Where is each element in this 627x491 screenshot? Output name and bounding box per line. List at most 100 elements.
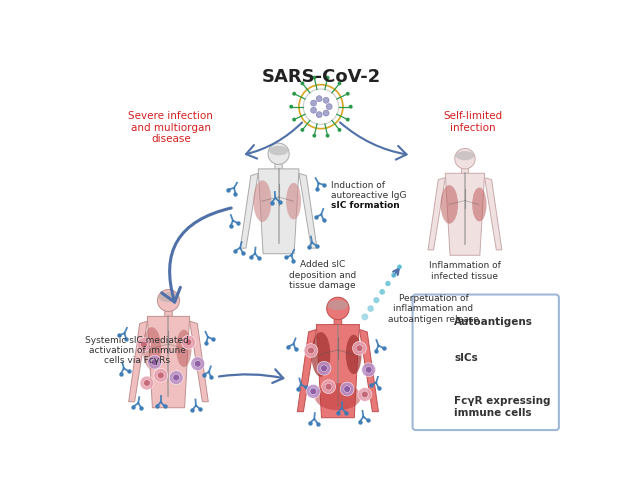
Text: Induction of: Induction of <box>331 181 385 191</box>
Circle shape <box>300 128 304 132</box>
Circle shape <box>292 118 296 121</box>
Circle shape <box>310 100 317 106</box>
Circle shape <box>323 97 329 103</box>
Circle shape <box>304 344 318 357</box>
Text: autoreactive IgG: autoreactive IgG <box>331 191 406 200</box>
Circle shape <box>440 407 448 414</box>
Circle shape <box>423 322 430 329</box>
Ellipse shape <box>253 180 271 222</box>
FancyBboxPatch shape <box>275 163 282 170</box>
Polygon shape <box>240 173 258 248</box>
Polygon shape <box>317 325 359 418</box>
Circle shape <box>358 387 372 401</box>
Circle shape <box>385 281 391 286</box>
Circle shape <box>362 391 368 398</box>
Text: sIC formation: sIC formation <box>331 201 400 210</box>
Circle shape <box>325 134 330 137</box>
Ellipse shape <box>176 330 192 367</box>
Text: Severe infection
and multiorgan
disease: Severe infection and multiorgan disease <box>129 111 213 144</box>
Polygon shape <box>129 321 147 402</box>
Circle shape <box>433 397 448 412</box>
Circle shape <box>140 376 154 390</box>
Circle shape <box>391 273 396 278</box>
Circle shape <box>337 82 342 85</box>
Text: Perpetuation of
inflammation and
autoantigen release: Perpetuation of inflammation and autoant… <box>388 294 479 324</box>
Ellipse shape <box>315 383 361 410</box>
Circle shape <box>182 335 196 349</box>
Ellipse shape <box>441 185 458 224</box>
Ellipse shape <box>472 188 487 221</box>
Circle shape <box>366 366 372 373</box>
Ellipse shape <box>312 332 330 377</box>
Circle shape <box>432 309 439 317</box>
Circle shape <box>191 357 204 371</box>
Circle shape <box>436 401 444 409</box>
Circle shape <box>337 128 342 132</box>
Polygon shape <box>359 329 379 411</box>
Circle shape <box>140 341 147 348</box>
FancyArrowPatch shape <box>162 208 231 302</box>
Circle shape <box>344 386 350 392</box>
Circle shape <box>300 82 304 85</box>
Circle shape <box>316 111 322 118</box>
FancyBboxPatch shape <box>165 310 172 317</box>
Ellipse shape <box>286 183 301 219</box>
Circle shape <box>144 380 150 386</box>
Circle shape <box>326 104 332 109</box>
Text: Self-limited
infection: Self-limited infection <box>443 111 502 133</box>
FancyBboxPatch shape <box>334 318 342 326</box>
Circle shape <box>425 406 440 422</box>
Circle shape <box>310 388 317 395</box>
FancyBboxPatch shape <box>413 295 559 430</box>
Circle shape <box>379 289 385 295</box>
Circle shape <box>327 297 349 320</box>
Circle shape <box>292 92 296 96</box>
Circle shape <box>137 338 150 352</box>
Text: SARS-CoV-2: SARS-CoV-2 <box>261 68 381 86</box>
Circle shape <box>169 371 183 384</box>
Circle shape <box>325 383 332 390</box>
Ellipse shape <box>456 151 474 160</box>
Text: sICs: sICs <box>454 354 478 363</box>
Circle shape <box>421 391 436 407</box>
Circle shape <box>367 305 374 312</box>
Circle shape <box>346 118 350 121</box>
Circle shape <box>425 396 433 403</box>
Polygon shape <box>445 173 485 255</box>
Circle shape <box>317 361 331 375</box>
Circle shape <box>323 110 329 116</box>
Circle shape <box>185 339 192 346</box>
FancyArrowPatch shape <box>246 122 302 159</box>
Ellipse shape <box>345 335 362 374</box>
Circle shape <box>325 76 330 80</box>
Circle shape <box>397 265 402 269</box>
Circle shape <box>352 341 366 355</box>
Ellipse shape <box>328 300 348 310</box>
Circle shape <box>157 290 179 311</box>
Circle shape <box>268 143 289 164</box>
Circle shape <box>346 92 350 96</box>
Circle shape <box>429 410 436 417</box>
Text: Inflammation of
infected tissue: Inflammation of infected tissue <box>429 261 501 281</box>
Circle shape <box>340 382 354 396</box>
Circle shape <box>440 315 447 322</box>
FancyArrowPatch shape <box>219 369 283 383</box>
Circle shape <box>455 148 475 169</box>
Ellipse shape <box>142 327 161 370</box>
Circle shape <box>312 134 316 137</box>
Circle shape <box>173 374 179 381</box>
Polygon shape <box>297 329 317 411</box>
Ellipse shape <box>159 292 179 302</box>
Circle shape <box>320 365 327 372</box>
Circle shape <box>157 372 164 379</box>
Circle shape <box>356 345 363 352</box>
Circle shape <box>424 313 431 320</box>
Text: Autoantigens: Autoantigens <box>454 317 533 327</box>
Ellipse shape <box>269 146 288 155</box>
Text: FcγR expressing
immune cells: FcγR expressing immune cells <box>454 396 551 418</box>
Polygon shape <box>428 178 445 250</box>
Polygon shape <box>299 173 317 248</box>
Circle shape <box>312 76 316 80</box>
Circle shape <box>316 96 322 102</box>
Text: Added sIC
deposition and
tissue damage: Added sIC deposition and tissue damage <box>289 260 356 290</box>
